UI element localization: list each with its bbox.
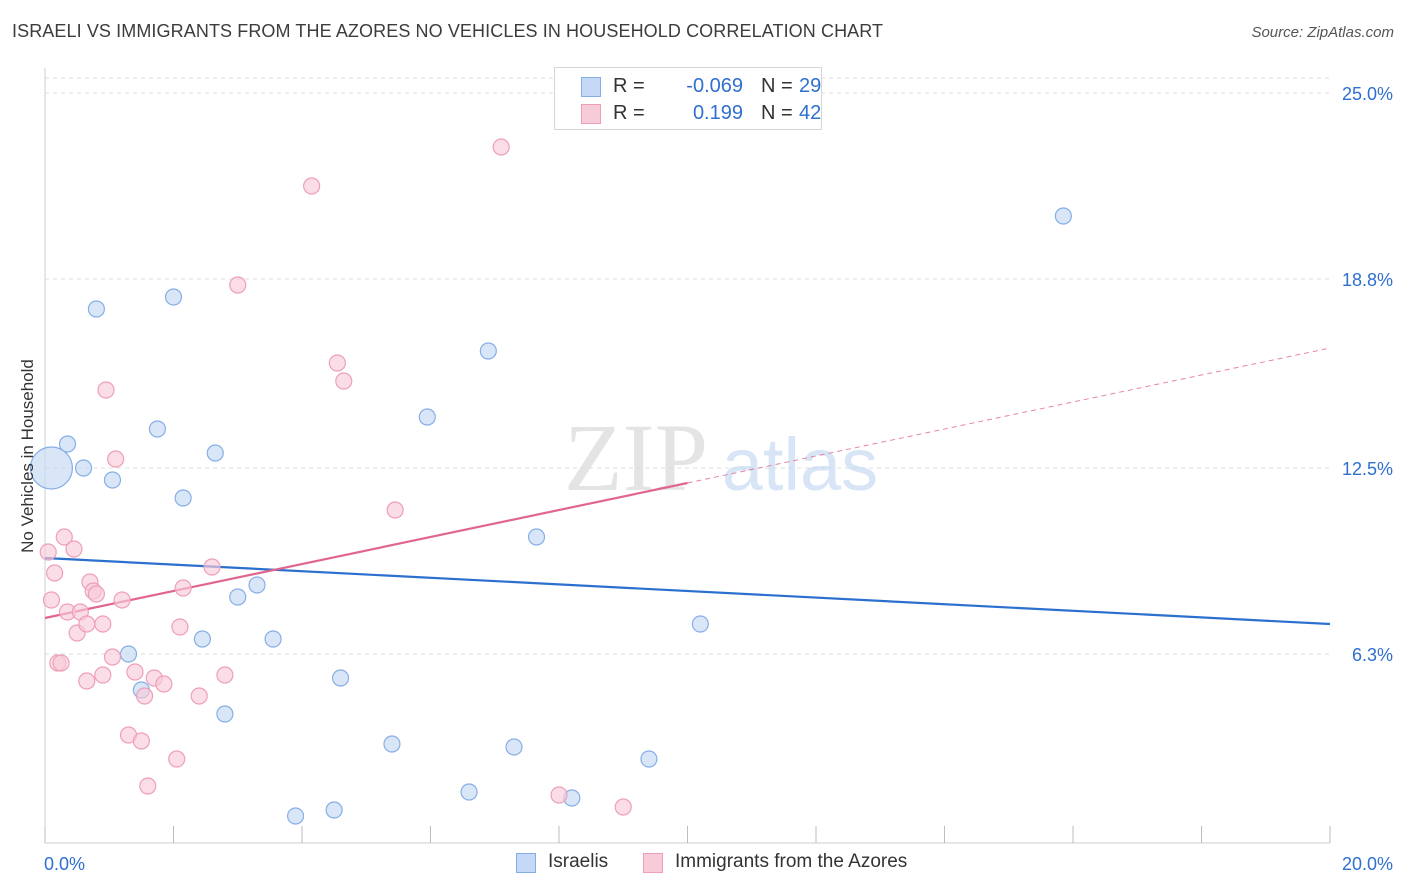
israelis-point — [148, 420, 167, 438]
israelis-point — [383, 735, 401, 753]
israelis-point — [331, 669, 350, 687]
azores-point — [107, 450, 125, 468]
correlation-legend: R = -0.069 N = 29 R = 0.199 N = 42 — [554, 67, 822, 130]
azores-point — [171, 618, 189, 636]
azores-point — [174, 579, 192, 597]
israelis-point — [264, 630, 282, 648]
trend-line-azores-solid — [44, 481, 688, 620]
azores-point — [52, 654, 70, 672]
israelis-point — [248, 576, 266, 594]
azores-point — [155, 675, 173, 693]
legend-r-value: -0.069 — [686, 75, 743, 97]
israelis-point — [460, 783, 478, 801]
azores-point — [55, 528, 73, 546]
azores-point — [190, 687, 208, 705]
azores-point — [550, 786, 568, 804]
trend-line-azores-dashed — [687, 347, 1331, 484]
azores-point — [97, 381, 115, 399]
legend-r-value: 0.199 — [692, 102, 743, 124]
azores-point — [42, 591, 61, 609]
legend-n-value: 42 — [799, 102, 822, 124]
bottom-legend-label-israelis: Israelis — [548, 851, 609, 872]
bottom-legend-swatch-israelis — [516, 853, 536, 873]
israelis-point — [229, 588, 247, 606]
israelis-point — [286, 807, 305, 825]
azores-point — [39, 543, 57, 561]
israelis-point — [174, 489, 192, 507]
y-tick-label: 6.3% — [1352, 645, 1393, 665]
tick-labels: 6.3% 12.5% 18.8% 25.0% 0.0% 20.0% — [44, 84, 1393, 874]
israelis-point — [640, 750, 658, 768]
azores-point — [78, 615, 96, 633]
israelis-point — [479, 342, 497, 360]
x-tick-label: 20.0% — [1342, 854, 1393, 874]
israelis-point — [164, 288, 183, 306]
azores-point — [126, 663, 144, 681]
azores-point — [216, 666, 234, 684]
israelis-point — [1054, 207, 1072, 225]
legend-r-label: R = — [613, 75, 645, 97]
israelis-point — [74, 459, 93, 477]
azores-point — [46, 564, 64, 582]
legend-r-label: R = — [613, 102, 645, 124]
data-points — [29, 138, 1072, 825]
y-axis-label: No Vehicles in Household — [18, 359, 37, 553]
watermark-atlas: atlas — [722, 423, 878, 506]
israelis-point — [418, 408, 436, 426]
azores-point — [135, 687, 154, 705]
israelis-point — [691, 615, 709, 633]
legend-n-value: 29 — [799, 75, 822, 97]
legend-swatch-azores — [581, 104, 601, 124]
source-label: Source: ZipAtlas.com — [1251, 24, 1394, 41]
azores-point — [113, 591, 131, 609]
azores-point — [103, 648, 122, 666]
legend-n-label: N = — [761, 75, 793, 97]
azores-point — [94, 666, 112, 684]
azores-point — [94, 615, 112, 633]
israelis-point — [87, 300, 106, 318]
israelis-point — [527, 528, 546, 546]
azores-point — [65, 540, 83, 558]
legend-swatch-israelis — [581, 77, 601, 97]
israelis-point — [103, 471, 122, 489]
israelis-point — [325, 801, 343, 819]
azores-point — [614, 798, 632, 816]
azores-point — [132, 732, 150, 750]
chart-title: ISRAELI VS IMMIGRANTS FROM THE AZORES NO… — [12, 21, 884, 41]
y-tick-label: 12.5% — [1342, 459, 1393, 479]
azores-point — [139, 777, 157, 795]
israelis-point — [206, 444, 224, 462]
azores-point — [328, 354, 346, 372]
legend-n-label: N = — [761, 102, 793, 124]
azores-point — [303, 177, 321, 195]
azores-point — [203, 558, 221, 576]
bottom-legend-label-azores: Immigrants from the Azores — [675, 851, 908, 872]
israelis-point — [29, 446, 74, 490]
watermark-zip: ZIP — [564, 404, 708, 511]
azores-point — [229, 276, 247, 294]
y-tick-label: 25.0% — [1342, 84, 1393, 104]
azores-point — [78, 672, 96, 690]
israelis-point — [216, 705, 234, 723]
x-tick-label: 0.0% — [44, 854, 85, 874]
azores-point — [335, 372, 353, 390]
trend-lines — [44, 347, 1331, 626]
azores-point — [87, 585, 106, 603]
azores-point — [492, 138, 510, 156]
azores-point — [386, 501, 404, 519]
bottom-legend-swatch-azores — [643, 853, 663, 873]
israelis-point — [193, 630, 212, 648]
israelis-point — [505, 738, 523, 756]
israelis-point — [119, 645, 138, 663]
israelis-point — [58, 435, 77, 453]
y-tick-label: 18.8% — [1342, 270, 1393, 290]
trend-line-israelis — [44, 556, 1331, 626]
azores-point — [168, 750, 186, 768]
